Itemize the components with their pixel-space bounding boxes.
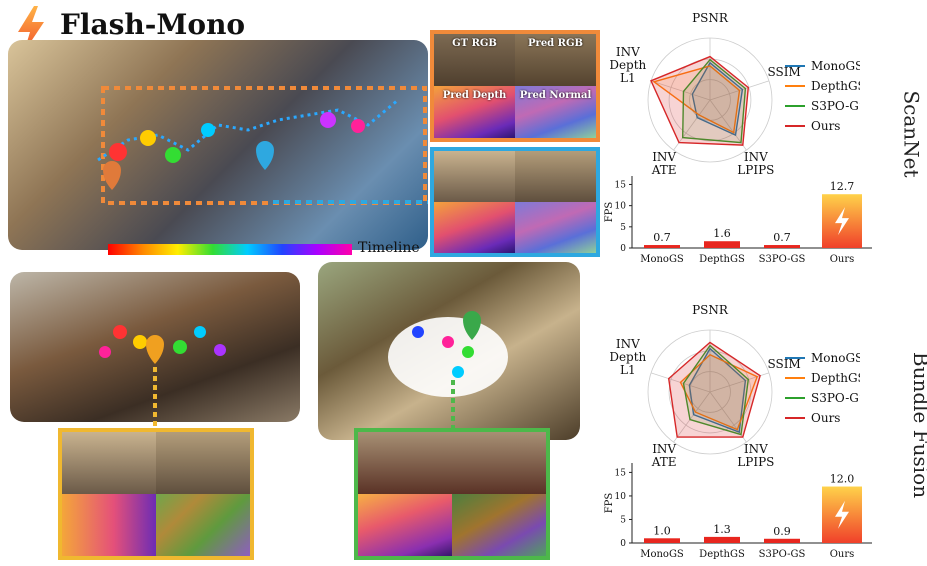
radar-axis-label: INV LPIPS <box>737 442 774 467</box>
bar-s3pogs <box>764 538 800 543</box>
y-tick-label: 10 <box>615 492 627 502</box>
y-tick-label: 10 <box>615 202 627 212</box>
radar-axis-label: INV ATE <box>651 442 677 467</box>
legend-label: MonoGS <box>811 59 860 73</box>
radar-axis-line <box>709 372 770 393</box>
legend-label: S3PO-GS <box>811 99 860 113</box>
green-map-pin-icon <box>463 311 481 340</box>
y-tick-label: 0 <box>620 244 626 254</box>
x-tick-label: MonoGS <box>640 254 684 265</box>
page-title: Flash-Mono <box>60 8 246 41</box>
x-tick-label: DepthGS <box>699 549 745 560</box>
y-tick-label: 15 <box>615 180 627 190</box>
radar-series-s3pogs <box>681 58 747 144</box>
radar-axis-label: PSNR <box>692 11 729 25</box>
y-tick-label: 5 <box>620 515 626 525</box>
radar-axis-label: SSIM <box>768 357 801 371</box>
radar-axis-label: PSNR <box>692 303 729 317</box>
pred-depth-label: Pred Depth <box>442 90 507 101</box>
dataset-label-scannet: ScanNet <box>899 90 924 178</box>
bar-value-label: 1.0 <box>653 524 671 537</box>
green-comparison-panel <box>354 428 550 560</box>
radar-series-s3pogs <box>682 344 750 436</box>
bar-monogs <box>644 538 680 543</box>
orange-comparison-panel: GT RGB Pred RGB Pred Depth Pred Normal <box>430 30 600 142</box>
y-tick-label: 15 <box>615 468 627 478</box>
orange-map-pin-icon <box>103 161 121 190</box>
radar-axis-label: INV LPIPS <box>737 150 774 175</box>
radar-axis-label: SSIM <box>768 65 801 79</box>
blue-map-pin-icon <box>256 141 274 170</box>
flash-logo-icon <box>18 6 44 52</box>
lightning-icon <box>835 500 849 529</box>
pred-normal-label: Pred Normal <box>519 90 592 101</box>
yellow-map-pin-icon <box>146 334 164 364</box>
blue-comparison-panel <box>430 147 600 257</box>
dataset-label-bundlefusion: Bundle Fusion <box>909 351 927 499</box>
bar-depthgs <box>704 536 740 543</box>
bar-value-label: 1.6 <box>713 227 731 240</box>
radar-axis-line <box>673 99 711 151</box>
y-tick-label: 0 <box>620 539 626 549</box>
bar-depthgs <box>704 241 740 248</box>
trajectory-overlay-3 <box>388 311 508 432</box>
radar-series-depthgs <box>652 65 741 134</box>
y-axis-label: FPS <box>604 493 615 514</box>
legend-label: MonoGS <box>811 351 860 365</box>
radar-series-ours <box>650 55 750 146</box>
radar-axis-line <box>673 391 711 443</box>
y-axis-label: FPS <box>604 202 615 223</box>
legend-label: Ours <box>811 119 840 133</box>
x-tick-label: Ours <box>830 254 855 265</box>
legend-label: DepthGS <box>811 371 860 385</box>
trajectory-overlay-2 <box>99 325 226 432</box>
trajectory-overlay <box>97 86 428 205</box>
x-tick-label: S3PO-GS <box>759 254 806 265</box>
radar-axis-label: INV ATE <box>651 150 677 175</box>
radar-axis-line <box>650 80 711 101</box>
timeline-colorbar <box>108 244 352 255</box>
legend-label: Ours <box>811 411 840 425</box>
radar-series-monogs <box>691 61 744 137</box>
scannet-fps-bar-chart: 0 5 10 15 FPS 0.7 MonoGS 1.6 DepthGS 0.7 S3PO-GS 12… <box>604 176 872 265</box>
radar-series-monogs <box>688 347 747 434</box>
pred-rgb-label: Pred RGB <box>528 38 583 49</box>
legend-label: S3PO-GS <box>811 391 860 405</box>
bar-value-label: 0.7 <box>653 231 671 244</box>
bar-s3pogs <box>764 245 800 248</box>
bar-value-label: 12.7 <box>830 180 855 193</box>
bar-value-label: 0.7 <box>773 231 791 244</box>
legend-label: DepthGS <box>811 79 860 93</box>
orange-dashed-box <box>101 86 427 205</box>
bundlefusion-radar-chart: PSNR SSIM INV LPIPS INV ATE INV Depth L1 MonoGS De… <box>609 303 860 467</box>
timeline-label: Timeline <box>358 240 420 256</box>
gt-rgb-label: GT RGB <box>452 38 497 49</box>
yellow-comparison-panel <box>58 428 254 560</box>
radar-series-ours <box>667 341 761 438</box>
bar-value-label: 12.0 <box>830 473 855 486</box>
scannet-reconstruction-image <box>8 40 428 250</box>
radar-axis-label: INV Depth L1 <box>609 337 646 377</box>
radar-axis-label: INV Depth L1 <box>609 45 646 85</box>
bundlefusion-fps-bar-chart: 0 5 10 15 FPS 1.0 MonoGS 1.3 DepthGS 0.9 S3PO-GS 12… <box>604 463 872 560</box>
x-tick-label: DepthGS <box>699 254 745 265</box>
bar-value-label: 0.9 <box>773 525 791 538</box>
lightning-icon <box>835 207 849 236</box>
bar-value-label: 1.3 <box>713 523 731 536</box>
x-tick-label: Ours <box>830 549 855 560</box>
radar-series-depthgs <box>679 353 759 431</box>
bar-monogs <box>644 245 680 248</box>
scannet-radar-chart: PSNR SSIM INV LPIPS INV ATE INV Depth L1 MonoGS De… <box>609 11 860 175</box>
x-tick-label: MonoGS <box>640 549 684 560</box>
x-tick-label: S3PO-GS <box>759 549 806 560</box>
y-tick-label: 5 <box>620 223 626 233</box>
